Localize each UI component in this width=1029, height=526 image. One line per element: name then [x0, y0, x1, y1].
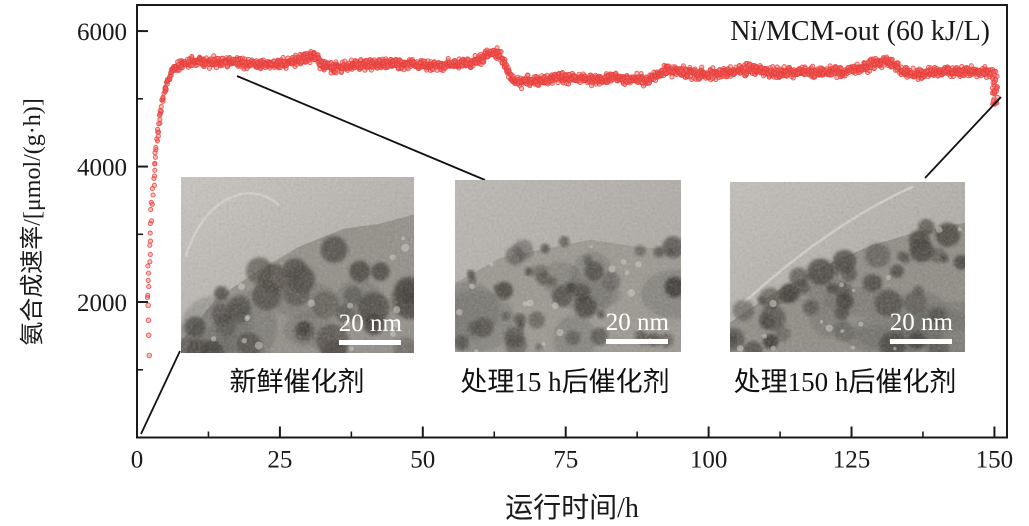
svg-text:150: 150 — [976, 447, 1014, 474]
scale-bar-line — [890, 339, 953, 344]
svg-text:75: 75 — [553, 447, 578, 474]
scale-bar-line — [606, 339, 669, 344]
svg-text:25: 25 — [267, 447, 292, 474]
svg-text:125: 125 — [833, 447, 871, 474]
scale-bar-label: 20 nm — [605, 309, 669, 336]
axes-frame — [136, 4, 1008, 439]
axis-ticks — [136, 30, 996, 438]
tem-image-15h-catalyst: 20 nm — [455, 180, 681, 352]
scatter-series — [144, 45, 1001, 359]
axis-tick-labels: 0 25 50 75 100 125 150 2000 4000 6000 — [77, 19, 1013, 473]
scale-bar: 20 nm — [339, 311, 402, 345]
svg-text:100: 100 — [690, 447, 728, 474]
inset-leader-lines — [140, 75, 1002, 435]
scale-bar-line — [339, 340, 402, 345]
scale-bar: 20 nm — [890, 310, 953, 344]
caption-15h-catalyst: 处理15 h后催化剂 — [460, 367, 670, 397]
svg-text:4000: 4000 — [77, 155, 127, 182]
svg-text:0: 0 — [131, 447, 144, 474]
svg-text:6000: 6000 — [77, 19, 127, 46]
tem-micrograph — [455, 180, 681, 352]
svg-text:50: 50 — [410, 447, 435, 474]
x-axis-label: 运行时间/h — [505, 493, 639, 524]
svg-text:2000: 2000 — [77, 290, 127, 317]
tem-image-150h-catalyst: 20 nm — [730, 182, 965, 352]
scale-bar: 20 nm — [606, 310, 669, 344]
scale-bar-label: 20 nm — [889, 309, 953, 336]
caption-150h-catalyst: 处理150 h后催化剂 — [733, 367, 957, 397]
series-label: Ni/MCM-out (60 kJ/L) — [730, 16, 990, 47]
scale-bar-label: 20 nm — [338, 310, 402, 337]
tem-image-fresh-catalyst: 20 nm — [181, 177, 414, 353]
tem-micrograph — [730, 182, 965, 352]
caption-fresh-catalyst: 新鲜催化剂 — [229, 367, 365, 397]
y-axis-label: 氨合成速率/[μmol/(g·h)] — [20, 98, 46, 346]
